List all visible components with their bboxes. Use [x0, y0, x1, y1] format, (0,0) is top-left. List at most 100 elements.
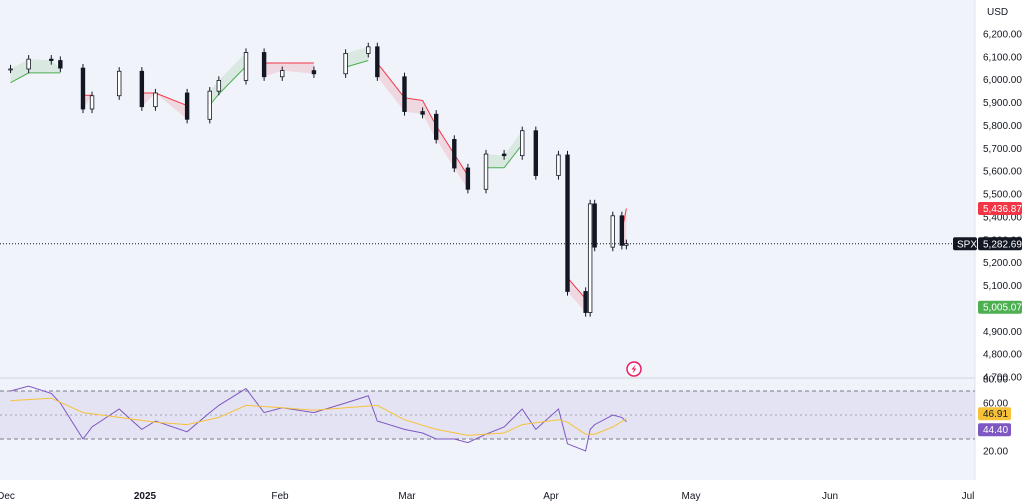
candle-body	[207, 90, 212, 120]
candle-body	[465, 167, 471, 190]
candle-body	[483, 153, 489, 190]
last-price-value: 5,282.69	[983, 239, 1022, 250]
supertrend-line	[155, 92, 188, 107]
supertrend-line	[345, 60, 369, 68]
candle-body	[433, 113, 439, 140]
supertrend-fill	[567, 277, 586, 313]
candle-body	[343, 53, 348, 75]
last-price-tag: 5,282.69	[978, 237, 1022, 251]
candle-body	[452, 139, 457, 169]
event-marker[interactable]	[626, 361, 642, 377]
supertrend-fill	[377, 63, 405, 112]
price-tick-label: 5,600.00	[983, 167, 1022, 178]
supertrend-line	[453, 154, 469, 176]
supertrend-fill	[454, 154, 468, 190]
time-tick-label: Jun	[822, 491, 838, 502]
supertrend-fill	[82, 95, 93, 110]
candle-body	[375, 46, 380, 78]
supertrend-fills	[10, 46, 627, 313]
candle-body	[8, 68, 13, 71]
candle-body	[619, 215, 625, 246]
supertrend-fill	[209, 80, 219, 105]
supertrend-line	[435, 125, 455, 155]
candle-body	[26, 58, 31, 70]
candle-body	[311, 70, 317, 75]
supertrend-lower-value: 5,005.07	[983, 303, 1022, 314]
rsi-tick-label: 80.00	[983, 375, 1008, 386]
supertrend-fill	[28, 59, 52, 73]
price-tick-label: 5,700.00	[983, 144, 1022, 155]
lightning-bolt	[631, 364, 637, 374]
supertrend-upper-tag: 5,436.87	[978, 202, 1022, 216]
rsi-ma-value: 46.91	[983, 409, 1008, 420]
candle-body	[261, 52, 267, 78]
price-tick-label: 4,700.00	[983, 373, 1022, 384]
candle-body	[587, 203, 593, 313]
rsi-band-fill	[0, 391, 975, 439]
price-tick-label: 4,800.00	[983, 350, 1022, 361]
supertrend-fill	[486, 154, 505, 168]
candle-body	[583, 291, 588, 313]
rsi-ma-line	[10, 397, 627, 436]
candle-body	[366, 46, 371, 54]
rsi-tick-label: 20.00	[983, 447, 1008, 458]
price-tick-label: 6,200.00	[983, 30, 1022, 41]
rsi-tag: 44.40	[978, 423, 1011, 437]
symbol-tag: SPX	[953, 237, 977, 251]
price-tick-label: 5,100.00	[983, 281, 1022, 292]
supertrend-fill	[141, 92, 156, 107]
price-tick-label: 5,400.00	[983, 212, 1022, 223]
supertrend-fill	[155, 92, 188, 120]
candle-body	[402, 76, 407, 112]
supertrend-lower-tag: 5,005.07	[978, 300, 1022, 314]
supertrend-fill	[10, 59, 29, 83]
rsi-ma-tag: 46.91	[978, 407, 1011, 421]
candle-body	[533, 130, 539, 176]
candle-body	[420, 111, 425, 115]
supertrend-line	[404, 97, 423, 102]
candle-body	[565, 154, 570, 292]
symbol-label: SPX	[957, 239, 977, 250]
candles	[8, 42, 629, 317]
price-tick-label: 5,800.00	[983, 121, 1022, 132]
candle-body	[184, 92, 190, 120]
rsi-value: 44.40	[983, 425, 1008, 436]
supertrend-fill	[436, 125, 455, 168]
price-tick-label: 5,500.00	[983, 190, 1022, 201]
candle-body	[556, 154, 561, 176]
candle-body	[49, 58, 54, 61]
supertrend-fill	[422, 100, 437, 140]
candle-body	[80, 67, 86, 110]
candle-body	[624, 243, 629, 246]
supertrend-fill	[51, 60, 61, 73]
candle-body	[592, 203, 597, 248]
supertrend-line	[376, 62, 405, 99]
time-axis[interactable]: Dec 2025 Feb Mar Apr May Jun Jul	[0, 491, 974, 502]
candle-body	[58, 60, 63, 69]
candle-body	[153, 92, 158, 108]
price-tick-label: 5,200.00	[983, 258, 1022, 269]
price-tick-label: 6,000.00	[983, 75, 1022, 86]
rsi-lines	[10, 385, 627, 452]
price-tick-label: 6,100.00	[983, 52, 1022, 63]
supertrend-line	[422, 100, 437, 126]
currency-label: USD	[987, 7, 1008, 18]
candle-body	[243, 52, 249, 81]
supertrend-line	[503, 144, 523, 169]
candle-body	[139, 70, 145, 108]
time-tick-label: Dec	[0, 491, 15, 502]
rsi-tick-label: 60.00	[983, 399, 1008, 410]
time-tick-label: Jul	[962, 491, 975, 502]
price-tick-label: 4,900.00	[983, 327, 1022, 338]
supertrend-line	[567, 277, 587, 300]
supertrend-fill	[404, 97, 423, 115]
time-tick-label: Feb	[271, 491, 289, 502]
rsi-line	[10, 385, 627, 452]
supertrend-fill	[504, 130, 523, 168]
supertrend-fill	[218, 52, 246, 95]
candle-body	[216, 80, 222, 92]
time-tick-label: May	[682, 491, 701, 502]
price-tick-label: 5,900.00	[983, 98, 1022, 109]
time-tick-label: Mar	[398, 491, 416, 502]
